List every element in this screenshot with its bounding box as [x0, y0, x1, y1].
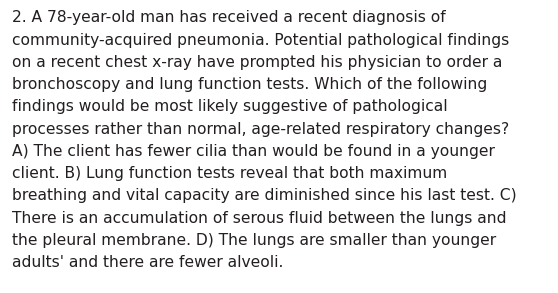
Text: There is an accumulation of serous fluid between the lungs and: There is an accumulation of serous fluid…	[12, 211, 507, 226]
Text: the pleural membrane. D) The lungs are smaller than younger: the pleural membrane. D) The lungs are s…	[12, 233, 497, 248]
Text: A) The client has fewer cilia than would be found in a younger: A) The client has fewer cilia than would…	[12, 144, 495, 159]
Text: community-acquired pneumonia. Potential pathological findings: community-acquired pneumonia. Potential …	[12, 33, 509, 47]
Text: 2. A 78-year-old man has received a recent diagnosis of: 2. A 78-year-old man has received a rece…	[12, 10, 446, 25]
Text: adults' and there are fewer alveoli.: adults' and there are fewer alveoli.	[12, 255, 283, 270]
Text: on a recent chest x-ray have prompted his physician to order a: on a recent chest x-ray have prompted hi…	[12, 55, 503, 70]
Text: bronchoscopy and lung function tests. Which of the following: bronchoscopy and lung function tests. Wh…	[12, 77, 488, 92]
Text: client. B) Lung function tests reveal that both maximum: client. B) Lung function tests reveal th…	[12, 166, 448, 181]
Text: findings would be most likely suggestive of pathological: findings would be most likely suggestive…	[12, 99, 448, 114]
Text: breathing and vital capacity are diminished since his last test. C): breathing and vital capacity are diminis…	[12, 188, 517, 203]
Text: processes rather than normal, age-related respiratory changes?: processes rather than normal, age-relate…	[12, 122, 509, 137]
